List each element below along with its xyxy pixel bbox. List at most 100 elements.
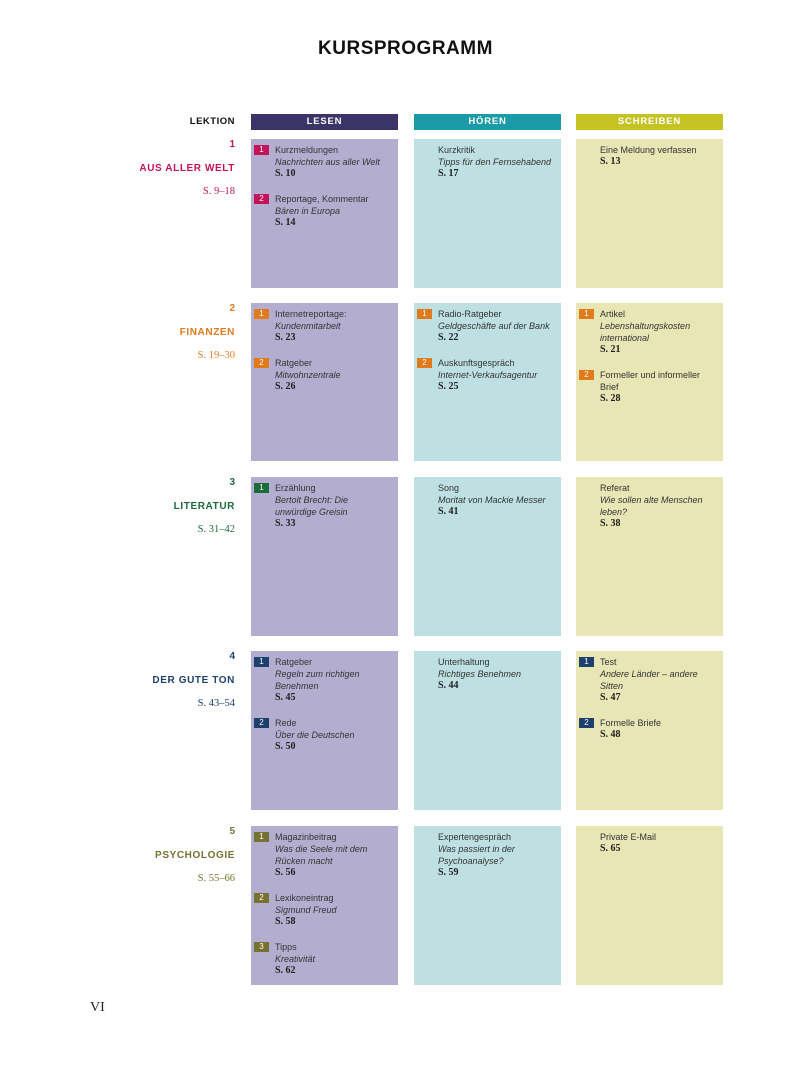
activity-page: S. 65 xyxy=(600,843,621,854)
page-number: VI xyxy=(90,1000,105,1015)
badge: 1 xyxy=(254,309,269,319)
activity: 1 Internetreportage: Kundenmitarbeit S. 23 xyxy=(254,308,390,344)
column-header: HÖREN xyxy=(414,114,561,130)
badge: 1 xyxy=(579,309,594,319)
lesson-pages: S. 43–54 xyxy=(197,698,235,709)
badge: 1 xyxy=(254,483,269,493)
activity: 1 Ratgeber Regeln zum richtigen Benehmen S.… xyxy=(254,656,390,704)
lesson-number: 3 xyxy=(229,477,235,488)
activity-subtitle: Kreativität xyxy=(275,954,316,964)
cell: 1 Kurzmeldungen Nachrichten aus aller Welt… xyxy=(251,139,398,288)
activity-subtitle: Nachrichten aus aller Welt xyxy=(275,157,380,167)
cell: Unterhaltung Richtiges Benehmen S. 44 xyxy=(414,651,561,810)
activity-type: Ratgeber xyxy=(275,657,313,667)
activity-page: S. 23 xyxy=(275,332,296,343)
activity-page: S. 28 xyxy=(600,393,621,404)
activity: Eine Meldung verfassen S. 13 xyxy=(600,144,715,168)
activity-type: Referat xyxy=(600,483,630,493)
lesson-title: DER GUTE TON xyxy=(152,675,235,686)
cell: Referat Wie sollen alte Menschen leben? S.… xyxy=(576,477,723,636)
activity-subtitle: Bertolt Brecht: Die unwürdige Greisin xyxy=(275,495,349,517)
activity-page: S. 10 xyxy=(275,168,296,179)
activity-subtitle: Regeln zum richtigen Benehmen xyxy=(275,669,360,691)
activity-page: S. 44 xyxy=(438,680,459,691)
activity: 1 Artikel Lebenshaltungskosten internation… xyxy=(579,308,715,356)
activity-subtitle: Sigmund Freud xyxy=(275,905,337,915)
activity-page: S. 13 xyxy=(600,156,621,167)
lesson-label: 4 DER GUTE TON S. 43–54 xyxy=(100,651,235,709)
lesson-number: 1 xyxy=(229,139,235,150)
activity-type: Private E-Mail xyxy=(600,832,657,842)
activity-subtitle: Tipps für den Fernsehabend xyxy=(438,157,551,167)
activity-type: Kurzmeldungen xyxy=(275,145,339,155)
activity-subtitle: Mitwohnzentrale xyxy=(275,370,341,380)
cell: 1 Erzählung Bertolt Brecht: Die unwürdige … xyxy=(251,477,398,636)
activity-page: S. 14 xyxy=(275,217,296,228)
activity-subtitle: Geldgeschäfte auf der Bank xyxy=(438,321,550,331)
lesson-pages: S. 55–66 xyxy=(197,873,235,884)
activity-subtitle: Moritat von Mackie Messer xyxy=(438,495,546,505)
badge: 2 xyxy=(417,358,432,368)
lesson-label: 2 FINANZEN S. 19–30 xyxy=(100,303,235,361)
activity: 2 Lexikoneintrag Sigmund Freud S. 58 xyxy=(254,892,390,928)
activity: 1 Kurzmeldungen Nachrichten aus aller Welt… xyxy=(254,144,390,180)
cell: 1 Artikel Lebenshaltungskosten internation… xyxy=(576,303,723,461)
activity: Private E-Mail S. 65 xyxy=(600,831,715,855)
activity-subtitle: Über die Deutschen xyxy=(275,730,355,740)
activity-page: S. 48 xyxy=(600,729,621,740)
activity-page: S. 26 xyxy=(275,381,296,392)
activity: 3 Tipps Kreativität S. 62 xyxy=(254,941,390,977)
activity-page: S. 56 xyxy=(275,867,296,878)
activity-subtitle: Andere Länder – andere Sitten xyxy=(600,669,698,691)
lesson-pages: S. 31–42 xyxy=(197,524,235,535)
activity-subtitle: Bären in Europa xyxy=(275,206,341,216)
activity-type: Song xyxy=(438,483,460,493)
lesson-label: 3 LITERATUR S. 31–42 xyxy=(100,477,235,535)
activity-type: Internetreportage: xyxy=(275,309,347,319)
cell: Kurzkritik Tipps für den Fernsehabend S. 1… xyxy=(414,139,561,288)
badge: 2 xyxy=(254,718,269,728)
cell: Song Moritat von Mackie Messer S. 41 xyxy=(414,477,561,636)
activity-subtitle: Internet-Verkaufsagentur xyxy=(438,370,538,380)
activity-page: S. 21 xyxy=(600,344,621,355)
activity-type: Unterhaltung xyxy=(438,657,490,667)
activity-type: Erzählung xyxy=(275,483,316,493)
activity: 2 Reportage, Kommentar Bären in Europa S. 1… xyxy=(254,193,390,229)
activity-type: Tipps xyxy=(275,942,297,952)
activity: Unterhaltung Richtiges Benehmen S. 44 xyxy=(438,656,553,692)
badge: 1 xyxy=(254,657,269,667)
activity: 1 Magazinbeitrag Was die Seele mit dem Rüc… xyxy=(254,831,390,879)
activity-type: Artikel xyxy=(600,309,626,319)
cell: 1 Internetreportage: Kundenmitarbeit S. 23 2… xyxy=(251,303,398,461)
activity-page: S. 41 xyxy=(438,506,459,517)
lesson-title: FINANZEN xyxy=(179,327,235,338)
activity-subtitle: Was passiert in der Psychoanalyse? xyxy=(438,844,515,866)
activity-type: Formelle Briefe xyxy=(600,718,662,728)
activity: 2 Ratgeber Mitwohnzentrale S. 26 xyxy=(254,357,390,393)
activity: Referat Wie sollen alte Menschen leben? S.… xyxy=(600,482,715,530)
badge: 1 xyxy=(254,145,269,155)
activity-subtitle: Lebenshaltungskosten international xyxy=(600,321,691,343)
cell: 1 Magazinbeitrag Was die Seele mit dem Rüc… xyxy=(251,826,398,985)
activity-type: Magazinbeitrag xyxy=(275,832,337,842)
activity-subtitle: Kundenmitarbeit xyxy=(275,321,341,331)
lesson-label: 1 AUS ALLER WELT S. 9–18 xyxy=(100,139,235,197)
cell: 1 Radio-Ratgeber Geldgeschäfte auf der Ban… xyxy=(414,303,561,461)
activity-type: Radio-Ratgeber xyxy=(438,309,502,319)
activity-page: S. 50 xyxy=(275,741,296,752)
badge: 2 xyxy=(254,194,269,204)
activity-subtitle: Wie sollen alte Menschen leben? xyxy=(600,495,703,517)
activity: Expertengespräch Was passiert in der Psyc… xyxy=(438,831,553,879)
activity-page: S. 38 xyxy=(600,518,621,529)
badge: 2 xyxy=(254,893,269,903)
activity-subtitle: Richtiges Benehmen xyxy=(438,669,522,679)
cell: Eine Meldung verfassen S. 13 xyxy=(576,139,723,288)
activity-type: Auskunftsgespräch xyxy=(438,358,515,368)
activity: Song Moritat von Mackie Messer S. 41 xyxy=(438,482,553,518)
lesson-label: 5 PSYCHOLOGIE S. 55–66 xyxy=(100,826,235,884)
activity-type: Ratgeber xyxy=(275,358,313,368)
activity: 2 Formelle Briefe S. 48 xyxy=(579,717,715,741)
activity-type: Lexikoneintrag xyxy=(275,893,334,903)
lesson-title: PSYCHOLOGIE xyxy=(155,850,235,861)
